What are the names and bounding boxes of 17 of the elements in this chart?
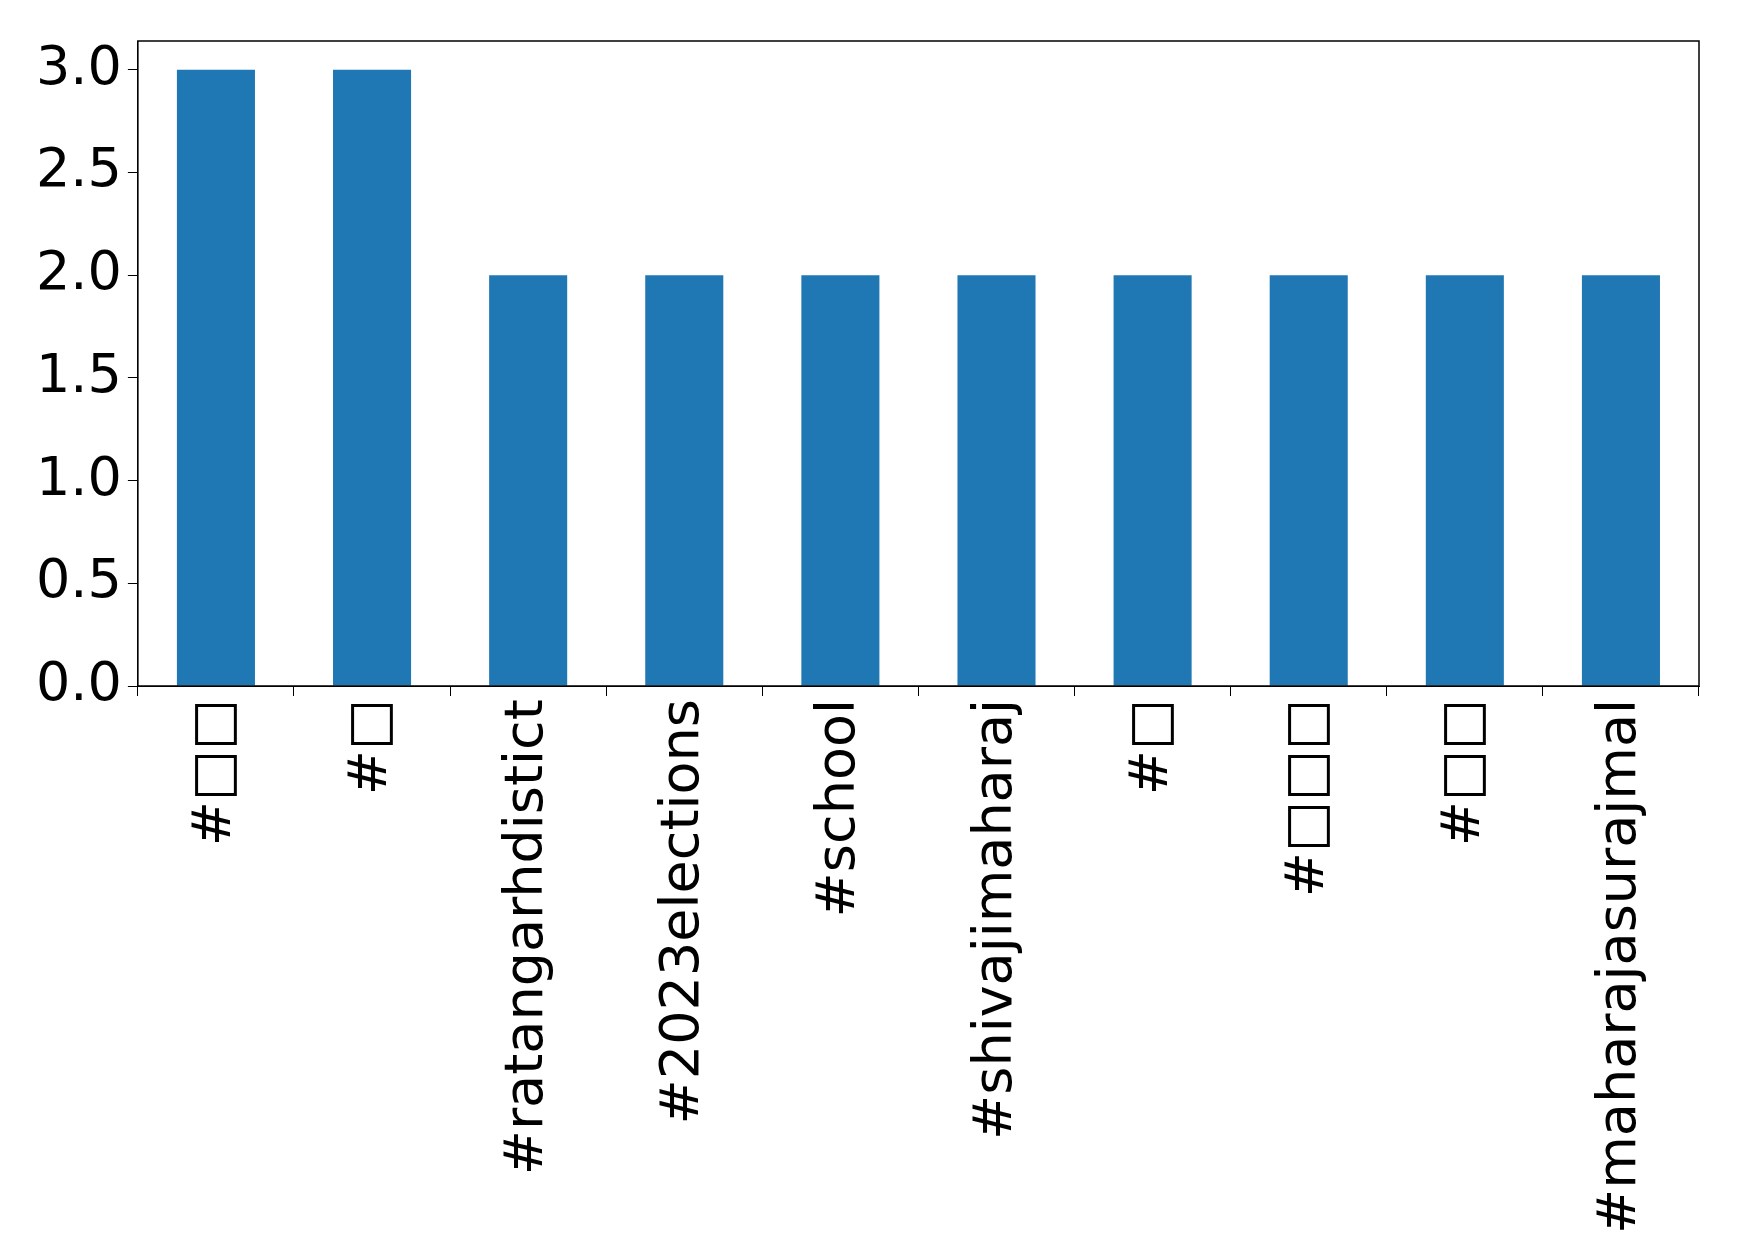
x-tick-label: #shivajimaharaj (960, 699, 1024, 1140)
y-tick-label: 2.5 (35, 136, 122, 200)
y-tick-label: 0.0 (35, 650, 122, 714)
y-tick-label: 1.5 (35, 341, 122, 405)
x-tick-label: #□□ (179, 699, 243, 847)
x-tick-label: #maharajasurajmal (1584, 699, 1648, 1235)
y-tick-label: 2.0 (35, 239, 122, 303)
x-tick-label: #ratangarhdistict (492, 699, 556, 1176)
x-tick-label: #□□□ (1272, 699, 1336, 898)
x-tick-label: #school (804, 699, 868, 918)
x-tick-label: #□□ (1428, 699, 1492, 847)
y-tick-label: 1.0 (35, 444, 122, 508)
y-tick-label: 3.0 (35, 33, 122, 97)
x-tick-label: #2023elections (648, 699, 712, 1125)
y-tick-label: 0.5 (35, 547, 122, 611)
x-tick-label: #□ (336, 699, 400, 796)
x-tick-label: #□ (1116, 699, 1180, 796)
